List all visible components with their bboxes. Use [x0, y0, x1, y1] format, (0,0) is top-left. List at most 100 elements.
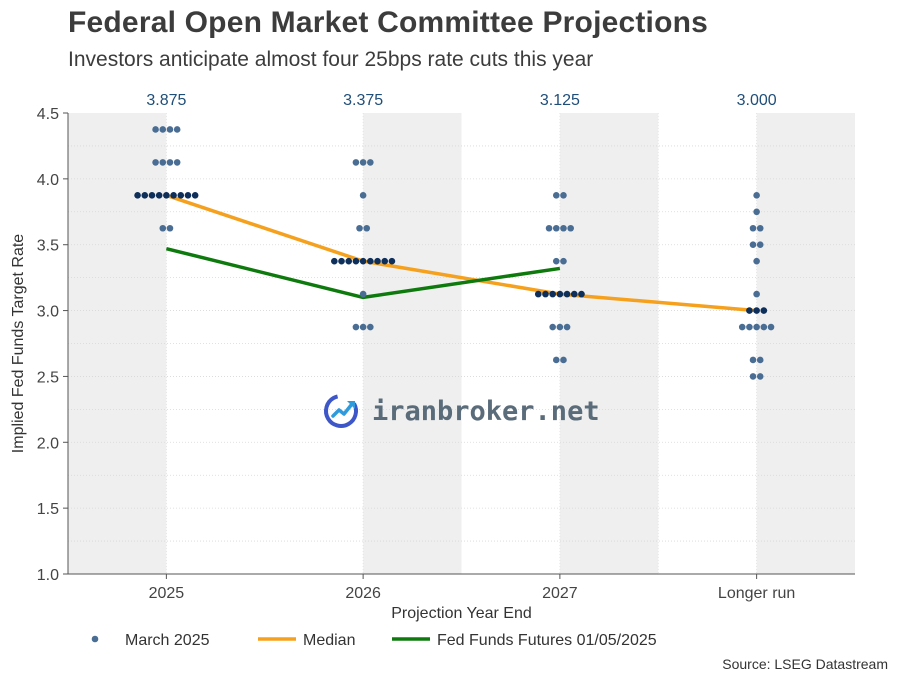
x-axis-label: Projection Year End: [391, 605, 532, 622]
projection-dot: [166, 159, 174, 166]
projection-dot: [155, 192, 163, 199]
projection-dot: [345, 257, 353, 265]
projection-dot: [753, 323, 760, 331]
band-3: [756, 113, 855, 574]
projection-dot: [159, 126, 167, 133]
y-tick-label: 1.5: [37, 501, 59, 518]
median-value-label: 3.875: [146, 92, 186, 109]
band-1: [363, 113, 462, 574]
projection-dot: [760, 323, 768, 331]
projection-dot: [560, 192, 567, 199]
projection-dot: [753, 208, 760, 216]
projection-dot: [356, 224, 363, 232]
projection-dot: [148, 192, 156, 199]
projection-dot: [331, 257, 338, 265]
projection-dot: [753, 290, 760, 298]
x-tick-label: 2025: [149, 585, 185, 602]
projection-dot: [159, 159, 167, 166]
projection-dot: [753, 257, 760, 265]
projection-dot: [552, 356, 560, 364]
projection-dot: [756, 241, 764, 249]
projection-dot: [578, 290, 585, 298]
legend-marker-dots: [91, 635, 99, 643]
projection-dot: [549, 290, 556, 298]
projection-dot: [367, 257, 374, 265]
projection-dot: [163, 192, 170, 199]
projection-dot: [352, 257, 360, 265]
y-tick-label: 4.5: [37, 106, 59, 123]
projection-dot: [359, 159, 367, 166]
x-tick-label: 2026: [345, 585, 381, 602]
median-line: [165, 193, 757, 313]
projection-dot: [363, 224, 371, 232]
projection-dot: [534, 290, 542, 298]
projection-dot: [746, 307, 753, 314]
projection-dot: [177, 192, 185, 199]
projection-dot: [567, 224, 574, 232]
projection-dot: [746, 323, 753, 331]
projection-dot: [173, 126, 181, 133]
projection-dot: [560, 224, 567, 232]
projection-dot: [563, 323, 571, 331]
y-tick-label: 1.0: [37, 567, 59, 584]
watermark: iranbroker.net: [324, 394, 600, 428]
x-tick-label: 2027: [542, 585, 578, 602]
projection-dot: [552, 224, 560, 232]
projection-dot: [367, 323, 374, 331]
projection-dot: [549, 323, 556, 331]
y-tick-label: 3.0: [37, 304, 59, 321]
projection-dot: [159, 224, 167, 232]
projection-dot: [352, 323, 360, 331]
band-0: [68, 113, 167, 574]
projection-dot: [152, 159, 159, 166]
projection-dot: [191, 192, 199, 199]
projection-dot: [756, 373, 764, 380]
projection-dot: [542, 290, 549, 298]
projection-dot: [374, 257, 381, 265]
projection-dot: [749, 373, 757, 380]
projection-dot: [184, 192, 192, 199]
projection-dot: [753, 192, 760, 199]
projection-dot: [388, 257, 396, 265]
chart-subtitle: Investors anticipate almost four 25bps r…: [68, 48, 594, 71]
projection-dot: [756, 224, 764, 232]
y-tick-label: 4.0: [37, 172, 59, 189]
projection-dot: [570, 290, 578, 298]
projection-dot: [749, 224, 757, 232]
projection-dot: [134, 192, 141, 199]
projection-dot: [338, 257, 345, 265]
legend-label-median: Median: [303, 632, 355, 649]
projection-dot: [556, 290, 564, 298]
projection-dot: [560, 257, 567, 265]
projection-dot: [359, 192, 367, 199]
projection-dot: [367, 159, 374, 166]
projection-dot: [173, 159, 181, 166]
projection-dot: [166, 126, 174, 133]
projection-dot: [556, 323, 564, 331]
y-tick-label: 2.5: [37, 369, 59, 386]
projection-dot: [756, 356, 764, 364]
median-value-label: 3.125: [540, 92, 580, 109]
projection-dot: [738, 323, 746, 331]
projection-dot: [352, 159, 360, 166]
projection-dot: [563, 290, 571, 298]
x-tick-label: Longer run: [718, 585, 795, 602]
chart-growth-icon: [324, 394, 358, 428]
median-value-label: 3.375: [343, 92, 383, 109]
projection-dot: [359, 323, 367, 331]
y-tick-label: 3.5: [37, 238, 59, 255]
projection-dot: [141, 192, 149, 199]
legend-label-dots: March 2025: [125, 632, 210, 649]
median-value-label: 3.000: [737, 92, 777, 109]
projection-dot: [767, 323, 775, 331]
projection-dot: [760, 307, 768, 314]
watermark-text: iranbroker.net: [372, 396, 600, 427]
projection-dot: [545, 224, 553, 232]
projection-dot: [753, 307, 760, 314]
source-note: Source: LSEG Datastream: [722, 656, 888, 672]
projection-dot: [170, 192, 177, 199]
projection-dot: [359, 290, 367, 298]
projection-dot: [359, 257, 367, 265]
projection-dot: [749, 356, 757, 364]
